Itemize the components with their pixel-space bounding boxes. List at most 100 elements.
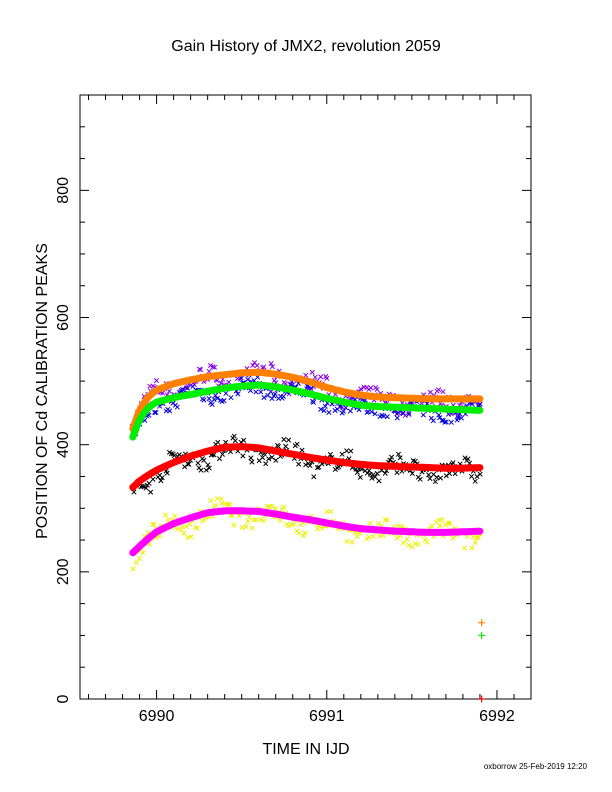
scatter-point	[439, 418, 445, 424]
scatter-point	[273, 457, 279, 463]
chart-title: Gain History of JMX2, revolution 2059	[171, 38, 441, 55]
plot-area: 6990 6991 6992 0 200 400 600 800	[55, 94, 532, 725]
scatter-point	[311, 474, 317, 480]
scatter-point	[164, 470, 170, 476]
scatter-point	[384, 517, 390, 523]
extra-points	[478, 619, 486, 703]
scatter-point	[211, 364, 218, 370]
scatter-point	[427, 475, 433, 482]
scatter-point	[214, 395, 220, 401]
y-axis-label: POSITION OF Cd CALIBRATION PEAKS	[34, 243, 51, 539]
plus-point	[478, 695, 486, 703]
scatter-point	[462, 455, 468, 461]
scatter-point	[245, 518, 251, 524]
x-axis-label: TIME IN IJD	[262, 741, 349, 758]
scatter-point	[296, 530, 302, 536]
scatter-point	[321, 408, 327, 414]
scatter-point	[426, 472, 432, 478]
scatter-point	[286, 437, 292, 443]
scatter-point	[201, 397, 207, 403]
scatter-point	[314, 526, 321, 532]
scatter-point	[458, 415, 464, 421]
scatter-point	[387, 457, 393, 463]
scatter-point	[272, 391, 278, 397]
scatter-point	[314, 465, 320, 471]
scatter-point	[470, 534, 476, 540]
scatter-point	[299, 447, 305, 453]
scatter-point	[420, 412, 426, 418]
scatter-point	[400, 540, 406, 546]
scatter-point	[261, 364, 267, 370]
scatter-point	[349, 539, 355, 545]
scatter-point	[439, 516, 445, 523]
scatter-point	[201, 457, 207, 463]
scatter-point	[462, 545, 468, 551]
scatter-point	[165, 517, 171, 523]
scatter-point	[281, 504, 287, 510]
scatter-point	[150, 476, 156, 482]
scatter-point	[213, 502, 219, 508]
scatter-point	[366, 468, 372, 474]
scatter-point	[406, 542, 412, 548]
scatter-point	[146, 480, 152, 486]
scatter-point	[310, 399, 317, 405]
scatter-point	[209, 401, 215, 407]
scatter-point	[406, 411, 412, 417]
scatter-point	[223, 390, 229, 396]
scatter-point	[208, 497, 214, 503]
scatter-point	[151, 521, 157, 527]
scatter-point	[474, 535, 480, 541]
scatter-point	[185, 385, 191, 391]
scatter-point	[206, 395, 212, 402]
scatter-point	[250, 362, 256, 369]
scatter-point	[340, 408, 346, 414]
scatter-point	[186, 461, 192, 467]
tick-labels: 6990 6991 6992 0 200 400 600 800	[55, 177, 515, 725]
scatter-point	[241, 437, 247, 443]
scatter-point	[139, 483, 145, 489]
scatter-point	[148, 489, 154, 495]
scatter-point	[277, 517, 283, 523]
scatter-point	[272, 505, 278, 512]
scatter-point	[307, 463, 313, 469]
scatter-point	[477, 471, 483, 477]
scatter-point	[261, 395, 267, 401]
scatter-point	[347, 408, 353, 414]
scatter-point	[251, 517, 257, 523]
scatter-point	[318, 374, 324, 380]
scatter-point	[367, 520, 374, 526]
scatter-point	[182, 464, 188, 470]
scatter-point	[324, 375, 330, 381]
scatter-point	[369, 475, 375, 481]
scatter-point	[339, 451, 345, 457]
scatter-point	[364, 536, 370, 542]
scatter-point	[357, 474, 363, 480]
scatter-point	[179, 523, 185, 529]
scatter-point	[344, 448, 350, 454]
scatter-point	[445, 520, 451, 526]
scatter-point	[440, 389, 446, 395]
scatter-point	[183, 524, 189, 530]
scatter-point	[382, 470, 388, 476]
scatter-point	[253, 517, 259, 523]
scatter-point	[268, 361, 274, 367]
scatter-point	[130, 566, 136, 572]
scatter-point	[257, 517, 263, 523]
scatter-point	[180, 387, 186, 393]
scatter-point	[370, 533, 376, 539]
scatter-point	[369, 409, 375, 415]
scatter-point	[348, 448, 354, 454]
scatter-point	[269, 454, 275, 460]
scatter-point	[394, 470, 400, 476]
scatter-point	[207, 363, 214, 369]
scatter-point	[226, 501, 233, 508]
scatter-point	[143, 485, 149, 491]
scatter-point	[303, 462, 309, 468]
scatter-point	[231, 522, 237, 528]
scatter-point	[437, 523, 443, 529]
scatter-point	[249, 525, 255, 531]
scatter-point	[269, 364, 275, 370]
scatter-point	[281, 436, 287, 442]
scatter-point	[249, 459, 255, 465]
scatter-point	[268, 389, 274, 395]
